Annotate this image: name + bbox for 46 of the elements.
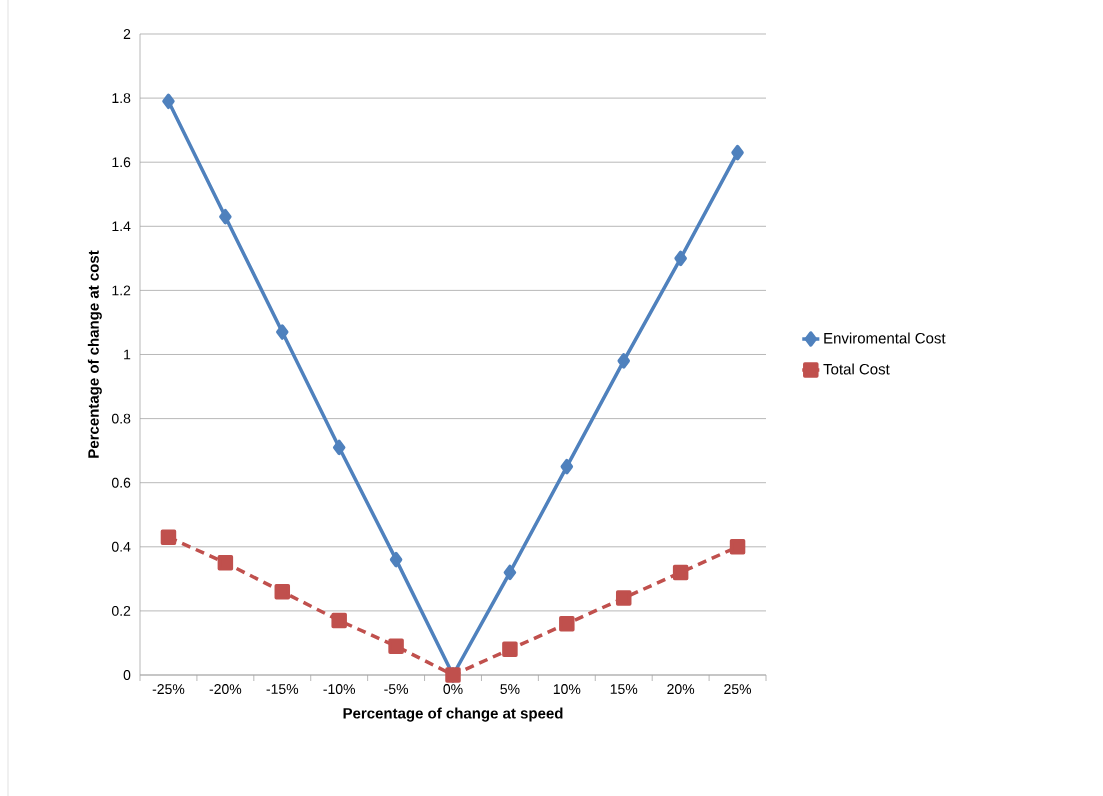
point — [160, 529, 177, 545]
y-tick-label: 0.4 — [111, 541, 131, 552]
point — [219, 208, 232, 225]
x-tick-label: -20% — [209, 684, 242, 695]
y-tick-label: 1.6 — [112, 157, 131, 168]
x-axis-title: Percentage of change at speed — [343, 707, 563, 722]
point — [672, 564, 689, 581]
x-tick-label: 5% — [500, 684, 520, 694]
point — [674, 250, 687, 267]
point — [560, 458, 574, 475]
x-tick-label: 20% — [667, 684, 695, 695]
point — [559, 615, 575, 632]
point — [217, 555, 234, 571]
legend-label: Total Cost — [823, 363, 890, 375]
y-tick-label: 1 — [124, 349, 131, 360]
y-tick-label: 1.2 — [112, 285, 131, 296]
x-tick-label: -10% — [323, 684, 356, 695]
y-tick-label: 0.2 — [111, 605, 131, 616]
y-tick-label: 0.6 — [111, 477, 131, 488]
y-tick-label: 0 — [123, 670, 131, 680]
point — [331, 612, 347, 629]
point — [389, 551, 403, 568]
point — [274, 583, 291, 600]
x-tick-label: -15% — [266, 684, 299, 694]
point — [731, 144, 744, 161]
point — [615, 590, 632, 606]
x-tick-label: 25% — [724, 684, 752, 695]
y-tick-label: 0.8 — [111, 413, 131, 424]
y-tick-label: 2 — [123, 29, 131, 39]
x-tick-label: 10% — [553, 684, 581, 695]
x-tick-label: 0% — [443, 684, 463, 695]
point — [729, 539, 746, 555]
legend-label: Enviromental Cost — [824, 332, 946, 344]
x-tick-label: -25% — [152, 684, 185, 695]
point — [502, 641, 518, 658]
x-tick-label: -5% — [384, 684, 409, 694]
point — [617, 353, 630, 369]
y-tick-label: 1.4 — [112, 221, 131, 232]
y-tick-label: 1.8 — [112, 93, 131, 104]
point — [503, 564, 517, 581]
point — [332, 439, 346, 456]
point — [276, 324, 289, 340]
x-tick-label: 15% — [610, 684, 638, 694]
y-axis-title: Percentage of change at cost — [87, 250, 102, 458]
point — [162, 93, 175, 110]
point — [388, 638, 404, 654]
